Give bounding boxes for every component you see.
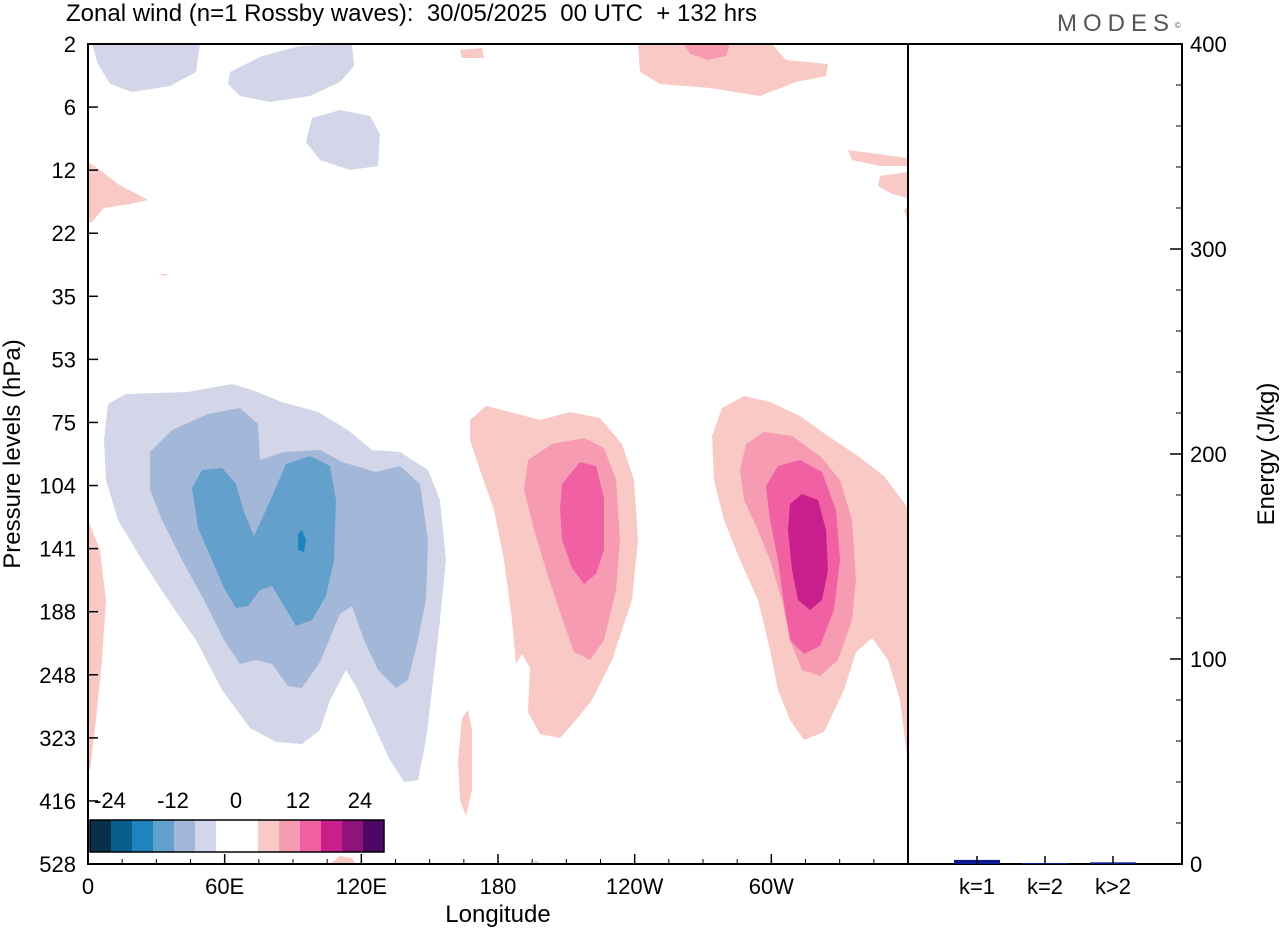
colorbar-swatch bbox=[237, 820, 258, 852]
energy-axis-title: Energy (J/kg) bbox=[1253, 383, 1280, 526]
y-tick-label: 141 bbox=[39, 537, 76, 562]
colorbar-label: 12 bbox=[286, 788, 310, 813]
contour-pos-upper-4 bbox=[848, 150, 908, 166]
colorbar-label: 0 bbox=[230, 788, 242, 813]
contour-pos-upper-7 bbox=[158, 274, 168, 276]
colorbar: -24 -12 0 12 24 bbox=[89, 788, 385, 853]
energy-cat-label: k=1 bbox=[959, 874, 995, 899]
colorbar-swatch bbox=[153, 820, 174, 852]
logo-text: MODES bbox=[1057, 10, 1176, 37]
colorbar-swatch bbox=[216, 820, 237, 852]
y-tick-label: 53 bbox=[52, 347, 76, 372]
modes-logo: MODES© bbox=[1057, 10, 1181, 38]
energy-category-labels: k=1 k=2 k>2 bbox=[959, 856, 1131, 899]
colorbar-swatch bbox=[111, 820, 132, 852]
energy-tick-label: 200 bbox=[1190, 442, 1227, 467]
contour-neg-level-3 bbox=[192, 456, 336, 626]
x-tick-label: 180 bbox=[480, 874, 517, 899]
contour-pos-upper-1 bbox=[638, 44, 828, 96]
energy-tick-label: 100 bbox=[1190, 647, 1227, 672]
x-tick-label: 120E bbox=[336, 874, 387, 899]
logo-mark: © bbox=[1175, 21, 1181, 30]
contour-pos-left-edge bbox=[88, 520, 106, 770]
contour-neg-level-4 bbox=[298, 530, 306, 552]
contour-pos-east-level-4 bbox=[788, 494, 828, 610]
colorbar-swatch bbox=[174, 820, 195, 852]
colorbar-swatch bbox=[300, 820, 321, 852]
colorbar-frame bbox=[89, 819, 385, 853]
y-tick-label: 22 bbox=[52, 221, 76, 246]
colorbar-label: -12 bbox=[157, 788, 189, 813]
contour-pos-small-180 bbox=[458, 710, 472, 816]
energy-tick-label: 400 bbox=[1190, 32, 1227, 57]
colorbar-swatch bbox=[258, 820, 279, 852]
y-axis: 2 6 12 22 35 53 75 104 141 188 248 323 416 528 bbox=[39, 32, 98, 877]
colorbar-swatch bbox=[279, 820, 300, 852]
contour-pos-bottom-1 bbox=[330, 856, 356, 864]
contour-pos-upper-1-core bbox=[684, 44, 730, 60]
y-tick-label: 416 bbox=[39, 789, 76, 814]
contour-neg-upper-2 bbox=[228, 44, 354, 102]
y-tick-label: 248 bbox=[39, 663, 76, 688]
colorbar-swatch bbox=[195, 820, 216, 852]
contour-pos-upper-5 bbox=[878, 172, 908, 198]
contour-negative-main bbox=[104, 384, 446, 782]
x-axis: 0 60E 120E 180 120W 60W bbox=[82, 854, 875, 899]
colorbar-swatch bbox=[321, 820, 342, 852]
contour-pos-mid-level-3 bbox=[560, 462, 604, 584]
y-axis-title: Pressure levels (hPa) bbox=[0, 339, 26, 568]
energy-frame bbox=[907, 43, 1183, 865]
y-tick-label: 2 bbox=[64, 32, 76, 57]
energy-tick-label: 300 bbox=[1190, 237, 1227, 262]
y-tick-label: 6 bbox=[64, 95, 76, 120]
chart-title: Zonal wind (n=1 Rossby waves): 30/05/202… bbox=[66, 0, 758, 27]
colorbar-swatch bbox=[90, 820, 111, 852]
colorbar-label: 24 bbox=[348, 788, 372, 813]
contour-field bbox=[88, 44, 908, 864]
x-tick-label: 120W bbox=[606, 874, 664, 899]
x-axis-title: Longitude bbox=[445, 901, 550, 928]
energy-cat-label: k=2 bbox=[1027, 874, 1063, 899]
energy-axis: 0 100 200 300 400 bbox=[1170, 32, 1227, 877]
colorbar-swatch bbox=[132, 820, 153, 852]
x-tick-label: 0 bbox=[82, 874, 94, 899]
energy-cat-label: k>2 bbox=[1095, 874, 1131, 899]
y-tick-label: 528 bbox=[39, 852, 76, 877]
contour-pos-upper-2 bbox=[460, 48, 484, 58]
contour-pos-upper-3 bbox=[88, 162, 148, 222]
colorbar-swatch bbox=[363, 820, 384, 852]
y-tick-label: 188 bbox=[39, 600, 76, 625]
contour-neg-upper-1 bbox=[92, 44, 200, 92]
contour-neg-upper-3 bbox=[306, 110, 380, 170]
colorbar-label: -24 bbox=[94, 788, 126, 813]
x-tick-label: 60W bbox=[749, 874, 794, 899]
contour-positive-middle bbox=[470, 406, 638, 738]
energy-tick-label: 0 bbox=[1190, 852, 1202, 877]
x-tick-label: 60E bbox=[205, 874, 244, 899]
y-tick-label: 12 bbox=[52, 158, 76, 183]
y-tick-label: 75 bbox=[52, 410, 76, 435]
y-tick-label: 35 bbox=[52, 284, 76, 309]
y-tick-label: 104 bbox=[39, 474, 76, 499]
colorbar-swatch bbox=[342, 820, 363, 852]
contour-positive-east bbox=[712, 396, 908, 764]
y-tick-label: 323 bbox=[39, 726, 76, 751]
